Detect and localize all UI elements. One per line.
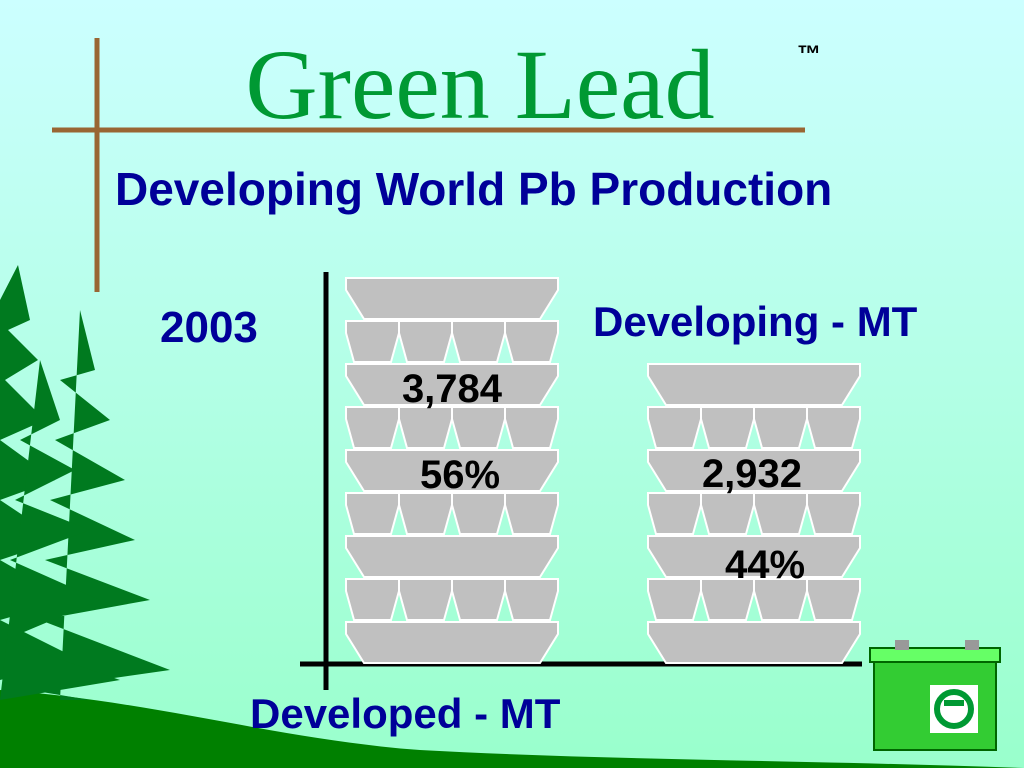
ingot	[806, 578, 861, 621]
ingot	[398, 578, 453, 621]
ingot	[345, 277, 559, 320]
ingot	[753, 406, 808, 449]
ingot	[504, 578, 559, 621]
stack-label: Developed - MT	[250, 690, 561, 737]
ingot	[504, 492, 559, 535]
ingot	[700, 406, 755, 449]
stack-label: Developing - MT	[593, 298, 918, 345]
stack-share: 56%	[420, 453, 500, 497]
year: 2003	[160, 303, 258, 352]
ingot	[806, 406, 861, 449]
stack-amount: 3,784	[402, 367, 503, 411]
trees	[0, 265, 170, 700]
title: Green Lead	[245, 29, 714, 140]
ingot	[647, 621, 861, 664]
ingot	[345, 406, 400, 449]
ingot	[345, 363, 559, 406]
ingot	[647, 449, 861, 492]
ingot	[345, 535, 559, 578]
ingot	[345, 449, 559, 492]
ingot	[345, 492, 400, 535]
ingot	[647, 535, 861, 578]
battery-icon	[869, 640, 1001, 751]
ingot	[451, 492, 506, 535]
stack-amount: 2,932	[702, 452, 802, 496]
ingot	[647, 492, 702, 535]
ingot	[451, 406, 506, 449]
trademark: ™	[797, 41, 821, 68]
ingot	[398, 320, 453, 363]
ingot	[504, 320, 559, 363]
ingot	[647, 406, 702, 449]
ingot	[753, 492, 808, 535]
ingot	[647, 578, 702, 621]
ingot	[700, 492, 755, 535]
ingot	[398, 406, 453, 449]
ingot	[451, 320, 506, 363]
hill	[0, 690, 1024, 768]
ingot	[345, 320, 400, 363]
ingot	[806, 492, 861, 535]
ingot	[345, 578, 400, 621]
subtitle: Developing World Pb Production	[115, 163, 832, 215]
stack-share: 44%	[725, 543, 805, 587]
ingot	[647, 363, 861, 406]
ingot	[345, 621, 559, 664]
ingots	[345, 277, 861, 664]
ingot	[504, 406, 559, 449]
ingot	[398, 492, 453, 535]
ingot	[451, 578, 506, 621]
